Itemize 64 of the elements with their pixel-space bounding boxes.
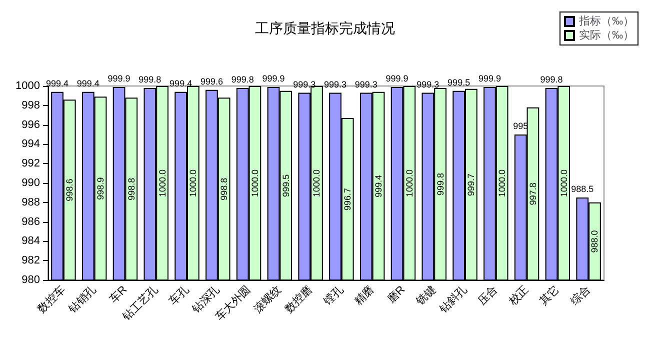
- data-label: 999.4: [76, 78, 100, 88]
- x-tick-label: 数控磨: [282, 283, 315, 316]
- x-tick-label: 钻斜孔: [436, 284, 470, 316]
- data-label: 999.4: [46, 78, 69, 88]
- data-label: 999.3: [354, 79, 378, 90]
- legend-label: 实际（‰）: [579, 28, 634, 42]
- x-tick-label: 车R: [106, 283, 130, 306]
- data-label: 999.7: [466, 173, 476, 196]
- x-tick-label: 镗孔: [320, 284, 346, 309]
- data-label: 999.8: [435, 172, 446, 196]
- data-label: 999.4: [374, 174, 384, 198]
- data-label: 998.6: [64, 178, 75, 202]
- y-tick-label: 990: [22, 177, 40, 189]
- y-tick-label: 992: [22, 158, 40, 170]
- data-label: 1000.0: [312, 169, 322, 198]
- data-label: 998.9: [96, 177, 106, 200]
- x-tick-label: 滚螺纹: [251, 283, 284, 316]
- x-tick-label: 压合: [475, 283, 500, 308]
- y-tick-label: 998: [22, 99, 40, 112]
- data-label: 999.4: [170, 78, 192, 88]
- y-tick-label: 986: [22, 216, 40, 228]
- data-label: 1000.0: [250, 169, 260, 198]
- data-label: 999.9: [262, 73, 285, 84]
- data-label: 999.5: [448, 77, 470, 88]
- x-tick-label: 钻销孔: [66, 284, 99, 316]
- data-label: 1000.0: [188, 169, 198, 198]
- y-tick-label: 996: [22, 118, 40, 131]
- legend-label: 指标（‰）: [578, 16, 634, 28]
- data-label: 988.5: [571, 184, 594, 194]
- data-label: 999.3: [324, 79, 347, 90]
- data-label: 996.7: [342, 188, 353, 211]
- data-label: 997.8: [528, 182, 538, 206]
- data-label: 999.3: [416, 79, 440, 90]
- x-tick-label: 校正: [506, 283, 532, 309]
- data-label: 998.8: [126, 178, 136, 200]
- data-label: 1000.0: [404, 169, 414, 198]
- data-label: 1000.0: [558, 169, 569, 198]
- y-tick-label: 994: [22, 138, 40, 150]
- y-tick-label: 984: [22, 235, 40, 248]
- data-label: 999.8: [138, 74, 162, 84]
- data-label: 1000.0: [157, 169, 168, 198]
- x-tick-label: 铣键: [414, 284, 438, 309]
- y-tick-label: 982: [22, 254, 40, 267]
- data-label: 1000.0: [497, 169, 508, 198]
- data-label: 988.0: [590, 230, 600, 253]
- data-label: 999.5: [280, 174, 291, 197]
- data-label: 999.9: [108, 73, 130, 84]
- y-tick-label: 980: [22, 274, 40, 286]
- x-tick-label: 精磨: [352, 283, 377, 308]
- data-label: 999.3: [293, 79, 316, 90]
- x-tick-label: 其它: [537, 283, 562, 308]
- x-tick-label: 综合: [568, 283, 593, 308]
- y-tick-label: 988: [22, 196, 40, 208]
- x-tick-label: 数控车: [35, 283, 68, 316]
- data-label: 999.9: [478, 73, 501, 84]
- x-tick-label: 磨R: [384, 283, 408, 306]
- data-label: 998.8: [219, 178, 230, 200]
- data-label: 999.8: [231, 74, 254, 84]
- data-label: 999.6: [200, 76, 223, 86]
- data-label: 999.9: [386, 73, 408, 84]
- chart-title: 工序质量指标完成情况: [255, 20, 395, 36]
- y-tick-label: 1000: [16, 80, 40, 92]
- x-tick-label: 车孔: [166, 283, 192, 308]
- data-label: 999.8: [540, 74, 563, 84]
